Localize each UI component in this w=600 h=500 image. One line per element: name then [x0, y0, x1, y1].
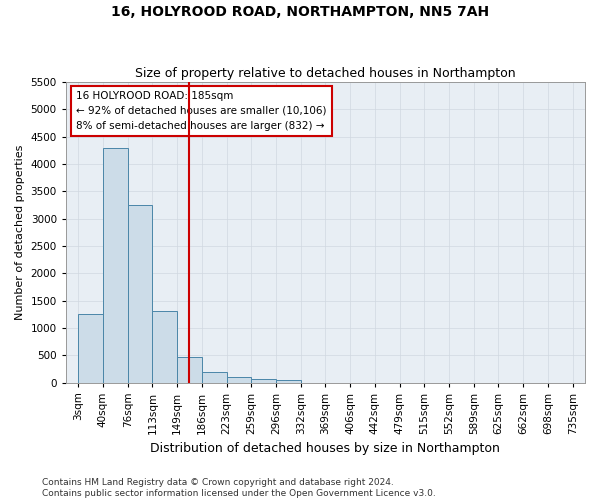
Text: 16, HOLYROOD ROAD, NORTHAMPTON, NN5 7AH: 16, HOLYROOD ROAD, NORTHAMPTON, NN5 7AH: [111, 5, 489, 19]
Bar: [128, 205, 152, 382]
Bar: [78, 314, 103, 382]
X-axis label: Distribution of detached houses by size in Northampton: Distribution of detached houses by size …: [151, 442, 500, 455]
Bar: [103, 148, 128, 382]
Bar: [251, 378, 276, 382]
Bar: [177, 356, 202, 382]
Text: Contains HM Land Registry data © Crown copyright and database right 2024.
Contai: Contains HM Land Registry data © Crown c…: [42, 478, 436, 498]
Y-axis label: Number of detached properties: Number of detached properties: [15, 144, 25, 320]
Title: Size of property relative to detached houses in Northampton: Size of property relative to detached ho…: [135, 66, 516, 80]
Bar: [227, 377, 251, 382]
Bar: [152, 312, 177, 382]
Text: 16 HOLYROOD ROAD: 185sqm
← 92% of detached houses are smaller (10,106)
8% of sem: 16 HOLYROOD ROAD: 185sqm ← 92% of detach…: [76, 91, 327, 130]
Bar: [276, 380, 301, 382]
Bar: [202, 372, 227, 382]
